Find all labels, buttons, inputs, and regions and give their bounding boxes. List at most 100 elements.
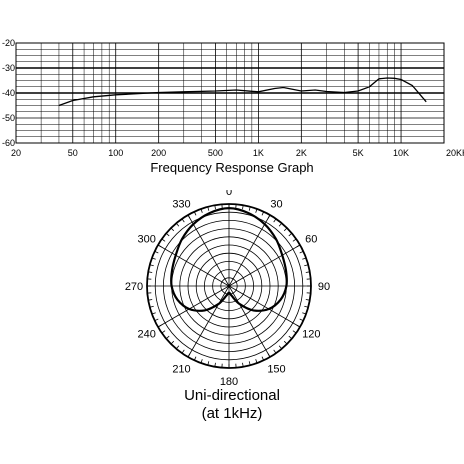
polar-tick (305, 299, 310, 301)
polar-tick (278, 345, 283, 350)
polar-tick (165, 335, 170, 340)
x-tick-label: 1K (253, 148, 264, 158)
polar-tick (283, 227, 288, 232)
polar-pattern-curve (170, 206, 288, 312)
polar-tick (200, 359, 203, 364)
frequency-x-tick-labels: 20 50 100 200 500 1K 2K 5K 10K 20KHz (11, 148, 464, 158)
polar-tick (296, 324, 301, 328)
polar-tick (305, 271, 310, 273)
polar-tick (148, 299, 153, 301)
polar-angle-label: 120 (302, 329, 320, 341)
polar-tick (154, 318, 159, 322)
polar-tick (299, 250, 304, 254)
polar-tick (157, 324, 162, 328)
frequency-response-line (58, 77, 427, 107)
polar-tick (181, 349, 185, 354)
polar-spoke (187, 214, 230, 287)
x-tick-label: 100 (108, 148, 123, 158)
polar-chart-title: Uni-directional (184, 387, 280, 404)
polar-tick (200, 208, 203, 213)
polar-angle-label: 150 (267, 363, 285, 375)
polar-tick (296, 244, 301, 248)
polar-tick (193, 356, 197, 361)
polar-tick (170, 227, 175, 232)
x-tick-label: 10K (393, 148, 409, 158)
polar-tick (292, 330, 297, 334)
polar-angle-label: 90 (318, 281, 330, 293)
polar-tick (187, 214, 191, 219)
polar-tick (175, 345, 180, 350)
polar-tick (278, 222, 283, 227)
polar-tick (175, 222, 180, 227)
x-tick-label: 20 (11, 148, 21, 158)
x-tick-label: 2K (296, 148, 307, 158)
frequency-y-tick-labels: -20 -30 -40 -50 -60 (2, 38, 15, 148)
polar-spoke (228, 285, 271, 358)
polar-tick (187, 353, 191, 358)
polar-chart-subtitle: (at 1kHz) (201, 405, 263, 422)
polar-spoke (228, 285, 301, 328)
polar-tick (161, 238, 166, 242)
polar-angle-label: 240 (138, 329, 156, 341)
polar-tick (170, 340, 175, 345)
x-tick-label: 20KHz (446, 148, 464, 158)
polar-tick (165, 232, 170, 237)
polar-tick (267, 353, 271, 358)
polar-tick (304, 305, 309, 308)
polar-tick (149, 264, 154, 267)
polar-grid (146, 203, 312, 369)
polar-tick (151, 312, 156, 315)
polar-tick (151, 257, 156, 260)
polar-tick (149, 305, 154, 308)
polar-tick (288, 232, 293, 237)
polar-tick (214, 362, 216, 367)
polar-tick (248, 206, 251, 211)
polar-tick (302, 257, 307, 260)
polar-tick (157, 244, 162, 248)
y-tick-label: -60 (2, 138, 15, 148)
plot-frame (15, 42, 445, 144)
polar-tick (248, 361, 251, 366)
polar-tick (267, 214, 271, 219)
polar-tick (214, 205, 216, 210)
y-tick-label: -30 (2, 63, 15, 73)
polar-tick (193, 211, 197, 216)
polar-tick (302, 312, 307, 315)
polar-tick (261, 356, 265, 361)
x-tick-label: 50 (68, 148, 78, 158)
polar-tick (181, 218, 185, 223)
polar-tick (242, 362, 244, 367)
x-tick-label: 200 (151, 148, 166, 158)
polar-pattern-chart: 0 30 60 90 120 150 180 210 240 270 300 330 (125, 190, 330, 388)
polar-tick (255, 359, 258, 364)
polar-spoke (187, 285, 230, 358)
polar-tick (242, 205, 244, 210)
polar-angle-label: 210 (172, 363, 190, 375)
y-tick-label: -20 (2, 38, 15, 48)
x-tick-label: 500 (208, 148, 223, 158)
polar-angle-label: 60 (305, 234, 317, 246)
frequency-response-chart: -20-30-40-50-60 20 50 100 200 500 1K 2K 5K 10K 20… (2, 38, 464, 158)
polar-tick (154, 250, 159, 254)
polar-spoke (157, 244, 230, 287)
y-tick-label: -50 (2, 113, 15, 123)
polar-tick (255, 208, 258, 213)
polar-angle-label: 330 (172, 199, 190, 211)
polar-tick (161, 330, 166, 334)
polar-tick (304, 264, 309, 267)
frequency-grid (15, 42, 445, 144)
polar-tick (273, 349, 277, 354)
polar-angle-label: 300 (138, 234, 156, 246)
polar-tick (299, 318, 304, 322)
polar-angle-label: 180 (220, 376, 238, 388)
polar-angle-label: 270 (125, 281, 143, 293)
frequency-chart-title: Frequency Response Graph (150, 160, 314, 175)
polar-tick (273, 218, 277, 223)
polar-tick (207, 361, 210, 366)
polar-angle-label: 0 (226, 190, 232, 198)
polar-tick (288, 335, 293, 340)
polar-spoke (157, 285, 230, 328)
polar-tick (148, 271, 153, 273)
polar-spoke (228, 244, 301, 287)
x-tick-label: 5K (353, 148, 364, 158)
